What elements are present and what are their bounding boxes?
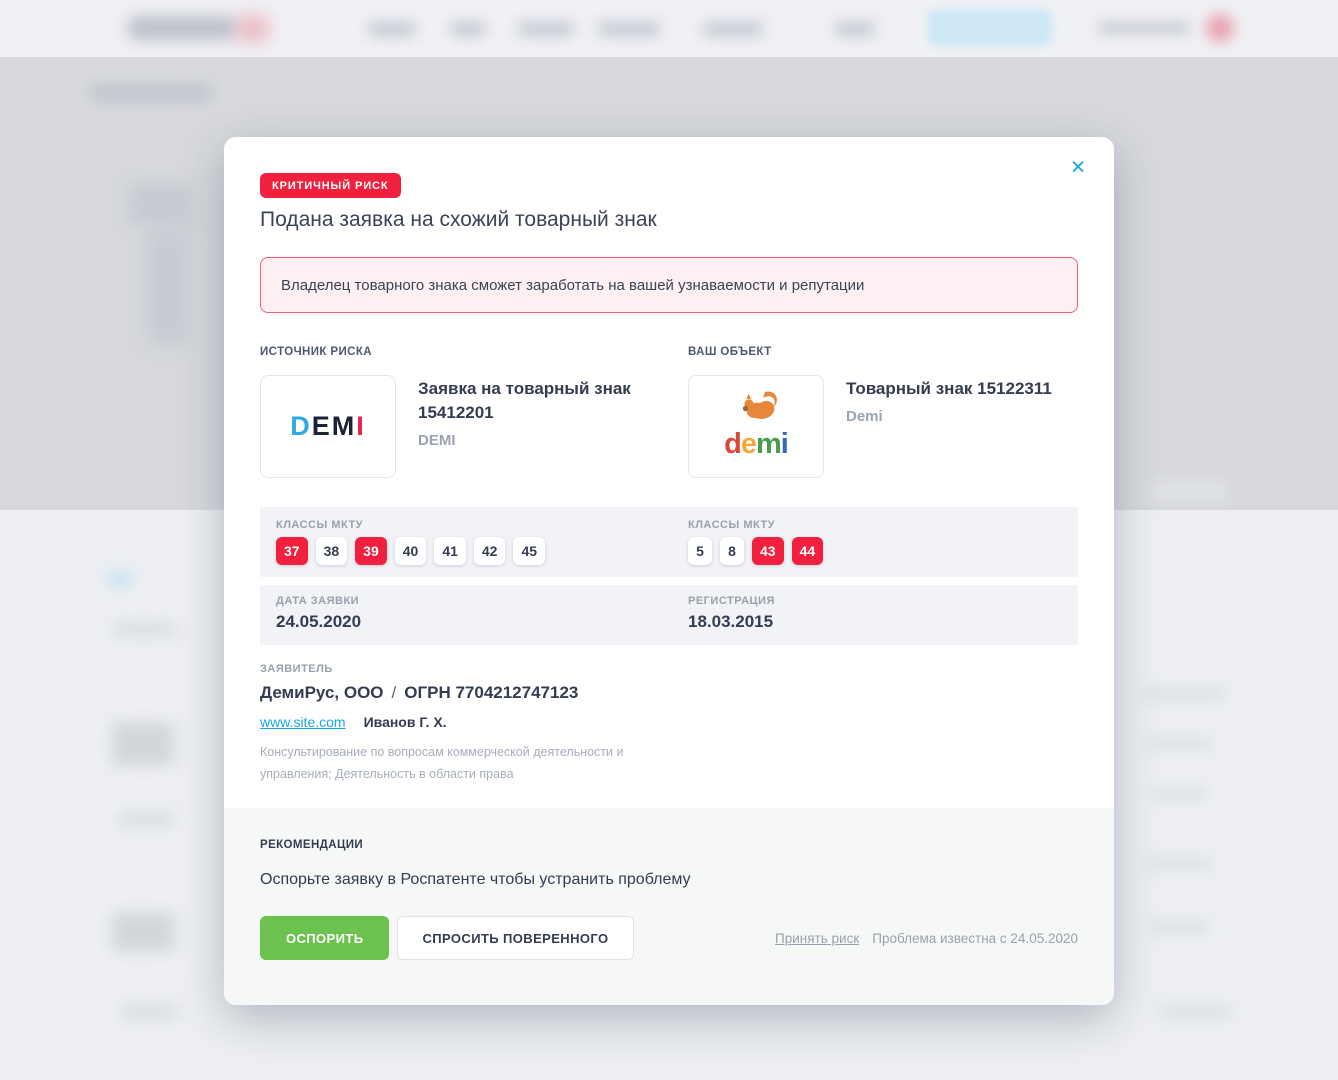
applicant-section: ЗАЯВИТЕЛЬ ДемиРус, ООО / ОГРН 770421274712… [260,663,1078,786]
source-trademark-name: DEMI [418,431,456,449]
logo-letter: M [331,411,357,441]
blurred-primary-button [928,9,1052,46]
risk-level-badge: КРИТИЧНЫЙ РИСК [260,173,401,198]
blurred-logo-accent [238,15,268,42]
blurred-content-blob [107,570,133,588]
logo-letter: m [756,428,782,460]
logo-letter: I [356,411,366,441]
application-date-value: 24.05.2020 [276,612,362,631]
mktu-class-chip: 44 [791,537,824,565]
close-icon[interactable]: × [1060,149,1096,185]
source-section-label: ИСТОЧНИК РИСКА [260,346,372,358]
blurred-content-blob [1150,921,1210,934]
recommendations-label: РЕКОМЕНДАЦИИ [260,839,364,851]
blurred-content-blob [120,1005,178,1019]
blurred-content-blob [118,812,173,826]
known-since-text: Проблема известна с 24.05.2020 [872,930,1078,946]
applicant-activity: Консультирование по вопросам коммерческо… [260,745,624,781]
risk-warning-banner: Владелец товарного знака сможет заработа… [260,257,1078,313]
risk-detail-modal: × КРИТИЧНЫЙ РИСК Подана заявка на схожий… [224,137,1114,1005]
blurred-nav-item [368,22,416,36]
mktu-class-chip: 43 [752,537,784,565]
logo-letter: D [290,411,312,441]
separator: / [391,683,397,702]
logo-letter: E [311,411,332,441]
object-section-label: ВАШ ОБЪЕКТ [688,346,772,358]
source-trademark-title: Заявка на товарный знак 15412201 [418,379,631,422]
blurred-content-blob [1158,1005,1232,1019]
blurred-nav-item [450,22,486,36]
blurred-content-blob [1148,737,1212,750]
blurred-nav-item [518,22,574,36]
blurred-nav-item [835,22,875,36]
ask-attorney-button[interactable]: СПРОСИТЬ ПОВЕРЕННОГО [397,916,634,960]
blurred-app-header [0,0,1338,57]
mktu-class-chip: 42 [473,537,506,565]
blurred-thumbnail [112,722,174,766]
registration-date-label: РЕГИСТРАЦИЯ [688,595,775,607]
logo-letter: d [724,428,742,460]
recommendations-section: РЕКОМЕНДАЦИИ Оспорьте заявку в Роспатент… [224,808,1114,1005]
mktu-class-chip: 38 [315,537,348,565]
mktu-class-chip: 8 [720,537,744,565]
source-classes-list: 37 38 39 40 41 42 45 [276,537,688,565]
logo-letter: e [740,428,757,460]
blurred-user-label [1098,21,1190,35]
blurred-content-blob [1152,788,1207,800]
mktu-classes-section: КЛАССЫ МКТУ 37 38 39 40 41 42 45 КЛАССЫ МКТУ 5… [260,507,1078,577]
source-classes-label: КЛАССЫ МКТУ [276,519,364,531]
modal-title: Подана заявка на схожий товарный знак [260,208,657,231]
squirrel-icon [742,391,777,419]
blurred-content-blob [113,623,175,637]
dispute-button[interactable]: ОСПОРИТЬ [260,916,390,960]
recommendation-text: Оспорьте заявку в Роспатенте чтобы устра… [260,871,691,888]
blurred-nav-item [598,22,660,36]
accept-risk-link[interactable]: Принять риск [775,930,860,946]
mktu-class-chip: 45 [513,537,546,565]
mktu-class-chip: 40 [394,537,427,565]
blurred-breadcrumb [90,84,212,102]
blurred-logo [128,17,236,39]
blurred-content-blob [148,228,188,346]
object-trademark-name: Demi [846,407,883,425]
application-date-label: ДАТА ЗАЯВКИ [276,595,360,607]
blurred-content-blob [1150,480,1228,502]
mktu-class-chip: 41 [434,537,466,565]
mktu-class-chip: 5 [688,537,712,565]
applicant-label: ЗАЯВИТЕЛЬ [260,663,333,675]
mktu-class-chip: 39 [355,537,387,565]
logo-letter: i [780,428,789,460]
blurred-nav-item [703,22,763,36]
blurred-content-blob [128,183,192,225]
object-trademark-title: Товарный знак 15122311 [846,379,1052,398]
mktu-class-chip: 37 [276,537,308,565]
applicant-person: Иванов Г. Х. [363,714,447,730]
object-classes-label: КЛАССЫ МКТУ [688,519,776,531]
blurred-notification-dot [1206,14,1234,42]
blurred-content-blob [1143,688,1227,701]
registration-date-value: 18.03.2015 [688,612,774,631]
blurred-thumbnail [112,912,174,952]
object-classes-list: 5 8 43 44 [688,537,1062,565]
risk-warning-text: Владелец товарного знака сможет заработа… [281,276,865,294]
dates-section: ДАТА ЗАЯВКИ 24.05.2020 РЕГИСТРАЦИЯ 18.03… [260,585,1078,645]
applicant-site-link[interactable]: www.site.com [260,714,346,730]
applicant-name: ДемиРус, ООО / ОГРН 7704212747123 [260,683,579,702]
blurred-content-blob [1148,857,1212,870]
